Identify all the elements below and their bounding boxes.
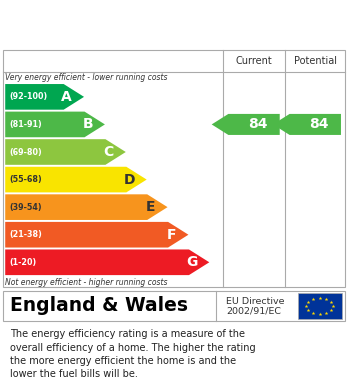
Text: Potential: Potential	[294, 56, 337, 66]
Text: Current: Current	[236, 56, 272, 66]
Polygon shape	[212, 114, 280, 135]
Text: Energy Efficiency Rating: Energy Efficiency Rating	[10, 16, 239, 34]
Text: (1-20): (1-20)	[9, 258, 37, 267]
Text: B: B	[82, 117, 93, 131]
Polygon shape	[5, 167, 147, 192]
Polygon shape	[273, 114, 341, 135]
Text: (69-80): (69-80)	[9, 147, 42, 156]
Text: The energy efficiency rating is a measure of the
overall efficiency of a home. T: The energy efficiency rating is a measur…	[10, 329, 256, 379]
Text: 84: 84	[248, 117, 267, 131]
Polygon shape	[5, 84, 84, 110]
Text: EU Directive: EU Directive	[226, 297, 285, 306]
Text: 84: 84	[309, 117, 329, 131]
Polygon shape	[5, 249, 209, 275]
Text: (21-38): (21-38)	[9, 230, 42, 239]
Bar	[298, 292, 342, 319]
Polygon shape	[5, 139, 126, 165]
Text: E: E	[145, 200, 155, 214]
Polygon shape	[5, 111, 105, 137]
Polygon shape	[5, 222, 188, 248]
Text: (55-68): (55-68)	[9, 175, 42, 184]
Text: (81-91): (81-91)	[9, 120, 42, 129]
Text: C: C	[103, 145, 113, 159]
Text: (39-54): (39-54)	[9, 203, 42, 212]
Text: Not energy efficient - higher running costs: Not energy efficient - higher running co…	[5, 278, 168, 287]
Text: A: A	[61, 90, 72, 104]
Text: D: D	[124, 172, 135, 187]
Text: F: F	[166, 228, 176, 242]
Text: England & Wales: England & Wales	[10, 296, 188, 316]
Text: (92-100): (92-100)	[9, 92, 48, 101]
Text: Very energy efficient - lower running costs: Very energy efficient - lower running co…	[5, 73, 168, 82]
Text: 2002/91/EC: 2002/91/EC	[226, 307, 281, 316]
Polygon shape	[5, 194, 167, 220]
Text: G: G	[186, 255, 198, 269]
